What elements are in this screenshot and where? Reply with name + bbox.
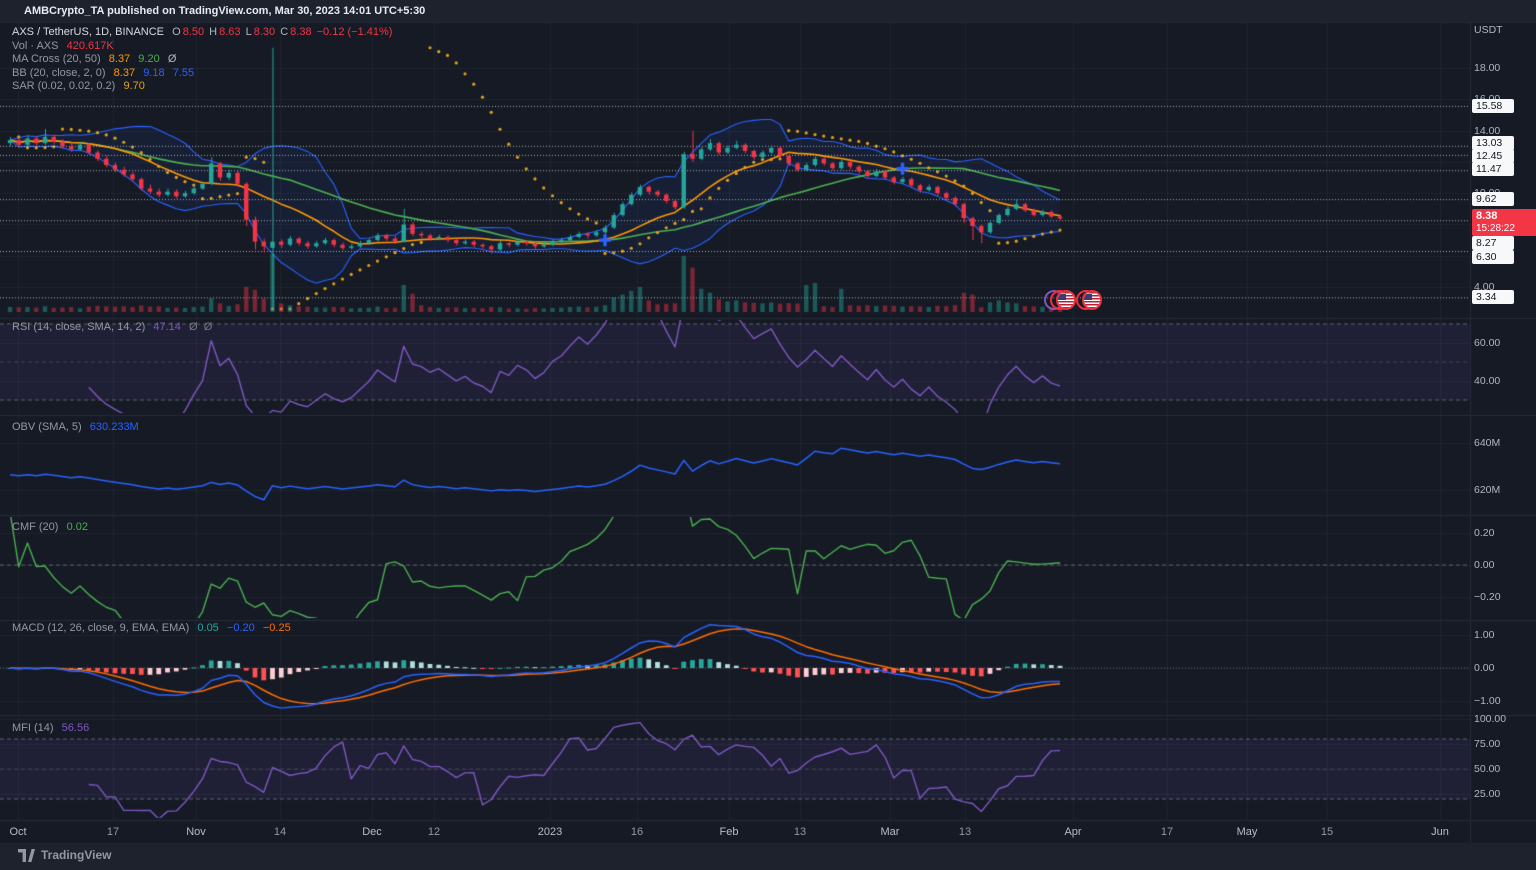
time-axis-tick: 2023 — [537, 826, 563, 838]
legend-symbol-row[interactable]: AXS / TetherUS, 1D, BINANCE O 8.50 H 8.63 … — [12, 26, 394, 38]
mfi-axis-tick: 75.00 — [1474, 738, 1501, 750]
price-grid-tick: 14.00 — [1474, 125, 1501, 137]
cmf-axis-tick: −0.20 — [1474, 591, 1501, 603]
last-price-value: 8.38 — [1476, 210, 1498, 222]
tradingview-logo-icon — [18, 848, 35, 862]
legend-cmf[interactable]: CMF (20) 0.02 — [12, 521, 90, 533]
legend-part: C — [277, 26, 289, 38]
time-axis-tick: 17 — [1160, 826, 1174, 838]
obv-axis-tick: 620M — [1474, 484, 1501, 496]
legend-part: 630.233M — [89, 421, 139, 433]
legend-part: 8.37 — [108, 53, 137, 65]
legend-obv[interactable]: OBV (SMA, 5) 630.233M — [12, 421, 141, 433]
legend-part: Ø — [167, 53, 177, 65]
time-axis-tick: 17 — [106, 826, 120, 838]
rsi-axis-tick: 60.00 — [1474, 337, 1501, 349]
cmf-axis-tick: 0.00 — [1474, 559, 1495, 571]
time-axis-tick: 14 — [273, 826, 287, 838]
obv-axis-tick: 640M — [1474, 437, 1501, 449]
macd-axis-tick: 1.00 — [1474, 629, 1495, 641]
legend-part: 9.70 — [123, 80, 145, 92]
cmf-axis-tick: 0.20 — [1474, 527, 1495, 539]
legend-bb-row[interactable]: BB (20, close, 2, 0) 8.37 9.18 7.55 — [12, 67, 196, 79]
legend-part: 9.20 — [138, 53, 166, 65]
us-flag-icon[interactable] — [1056, 290, 1076, 310]
legend-macd[interactable]: MACD (12, 26, close, 9, EMA, EMA) 0.05 −… — [12, 622, 293, 634]
time-axis-tick: 13 — [958, 826, 972, 838]
mfi-axis-tick: 25.00 — [1474, 788, 1501, 800]
time-axis-tick: Feb — [719, 826, 739, 838]
time-axis-tick: Jun — [1431, 826, 1449, 838]
legend-part: −0.25 — [262, 622, 291, 634]
legend-part: CMF (20) — [12, 521, 65, 533]
legend-part: MACD (12, 26, close, 9, EMA, EMA) — [12, 622, 196, 634]
price-level-label: 8.27 — [1472, 236, 1514, 250]
legend-part: OBV (SMA, 5) — [12, 421, 88, 433]
macd-axis-tick: −1.00 — [1474, 695, 1501, 707]
mfi-axis-tick: 100.00 — [1474, 713, 1507, 725]
legend-part: 47.14 — [153, 321, 188, 333]
time-axis-tick: May — [1236, 826, 1258, 838]
legend-mfi[interactable]: MFI (14) 56.56 — [12, 722, 91, 734]
time-axis-tick: 15 — [1320, 826, 1334, 838]
last-price-label: 8.38 15:28:22 — [1472, 209, 1536, 236]
us-flag-stripes — [1058, 292, 1074, 308]
legend-part: −0.20 — [226, 622, 261, 634]
time-axis-tick: 13 — [793, 826, 807, 838]
rsi-axis-tick: 40.00 — [1474, 375, 1501, 387]
price-level-label: 9.62 — [1472, 192, 1514, 206]
us-flag-icon[interactable] — [1082, 290, 1102, 310]
price-level-label: 3.34 — [1472, 290, 1514, 304]
legend-part: AXS / TetherUS, 1D, BINANCE — [12, 26, 171, 38]
tradingview-logo[interactable]: TradingView — [18, 848, 111, 862]
legend-part: MA Cross (20, 50) — [12, 53, 107, 65]
mfi-axis-tick: 50.00 — [1474, 763, 1501, 775]
time-axis-tick: Oct — [9, 826, 27, 838]
price-level-label: 6.30 — [1472, 250, 1514, 264]
price-level-label: 11.47 — [1472, 162, 1514, 176]
time-axis-tick: 12 — [427, 826, 441, 838]
legend-part: 7.55 — [172, 66, 195, 79]
legend-part: L — [242, 26, 252, 38]
legend-part: 8.30 — [253, 26, 276, 38]
legend-part: H — [206, 26, 218, 38]
price-level-label: 15.58 — [1472, 99, 1514, 113]
legend-part: Ø Ø — [189, 321, 213, 333]
legend-part: 9.18 — [143, 66, 171, 79]
legend-part: SAR (0.02, 0.02, 0.2) — [12, 80, 122, 92]
time-axis-tick: Dec — [362, 826, 382, 838]
legend-part: 420.617K — [66, 39, 114, 52]
us-flag-stripes — [1084, 292, 1100, 308]
legend-part: O — [172, 26, 181, 38]
legend-part: 0.02 — [66, 521, 88, 533]
price-grid-tick: 18.00 — [1474, 62, 1501, 74]
legend-part: 8.38 — [290, 26, 312, 38]
legend-part: BB (20, close, 2, 0) — [12, 66, 112, 79]
legend-sar-row[interactable]: SAR (0.02, 0.02, 0.2) 9.70 — [12, 80, 147, 92]
axis-currency-label: USDT — [1474, 24, 1503, 36]
time-axis-tick: Apr — [1064, 826, 1082, 838]
legend-part: 0.05 — [197, 622, 225, 634]
legend-part: 8.50 — [182, 26, 205, 38]
bar-countdown: 15:28:22 — [1476, 223, 1515, 234]
legend-part: 8.37 — [113, 66, 142, 79]
legend-part: 8.63 — [219, 26, 241, 38]
legend-part: MFI (14) — [12, 722, 60, 734]
legend-part: 56.56 — [61, 722, 90, 734]
time-axis-tick: Mar — [880, 826, 900, 838]
legend-part: −0.12 (−1.41%) — [313, 26, 393, 38]
price-level-label: 12.45 — [1472, 149, 1514, 163]
legend-part: RSI (14, close, SMA, 14, 2) — [12, 321, 152, 333]
legend-rsi[interactable]: RSI (14, close, SMA, 14, 2) 47.14 Ø Ø — [12, 321, 214, 333]
time-axis-tick: Nov — [186, 826, 206, 838]
tradingview-logo-text: TradingView — [41, 848, 112, 862]
price-level-label: 13.03 — [1472, 136, 1514, 150]
time-axis-tick: 16 — [630, 826, 644, 838]
legend-ma-cross-row[interactable]: MA Cross (20, 50) 8.37 9.20 Ø — [12, 53, 178, 65]
legend-volume-row[interactable]: Vol · AXS 420.617K — [12, 40, 116, 52]
legend-part: Vol · AXS — [12, 39, 65, 52]
macd-axis-tick: 0.00 — [1474, 662, 1495, 674]
